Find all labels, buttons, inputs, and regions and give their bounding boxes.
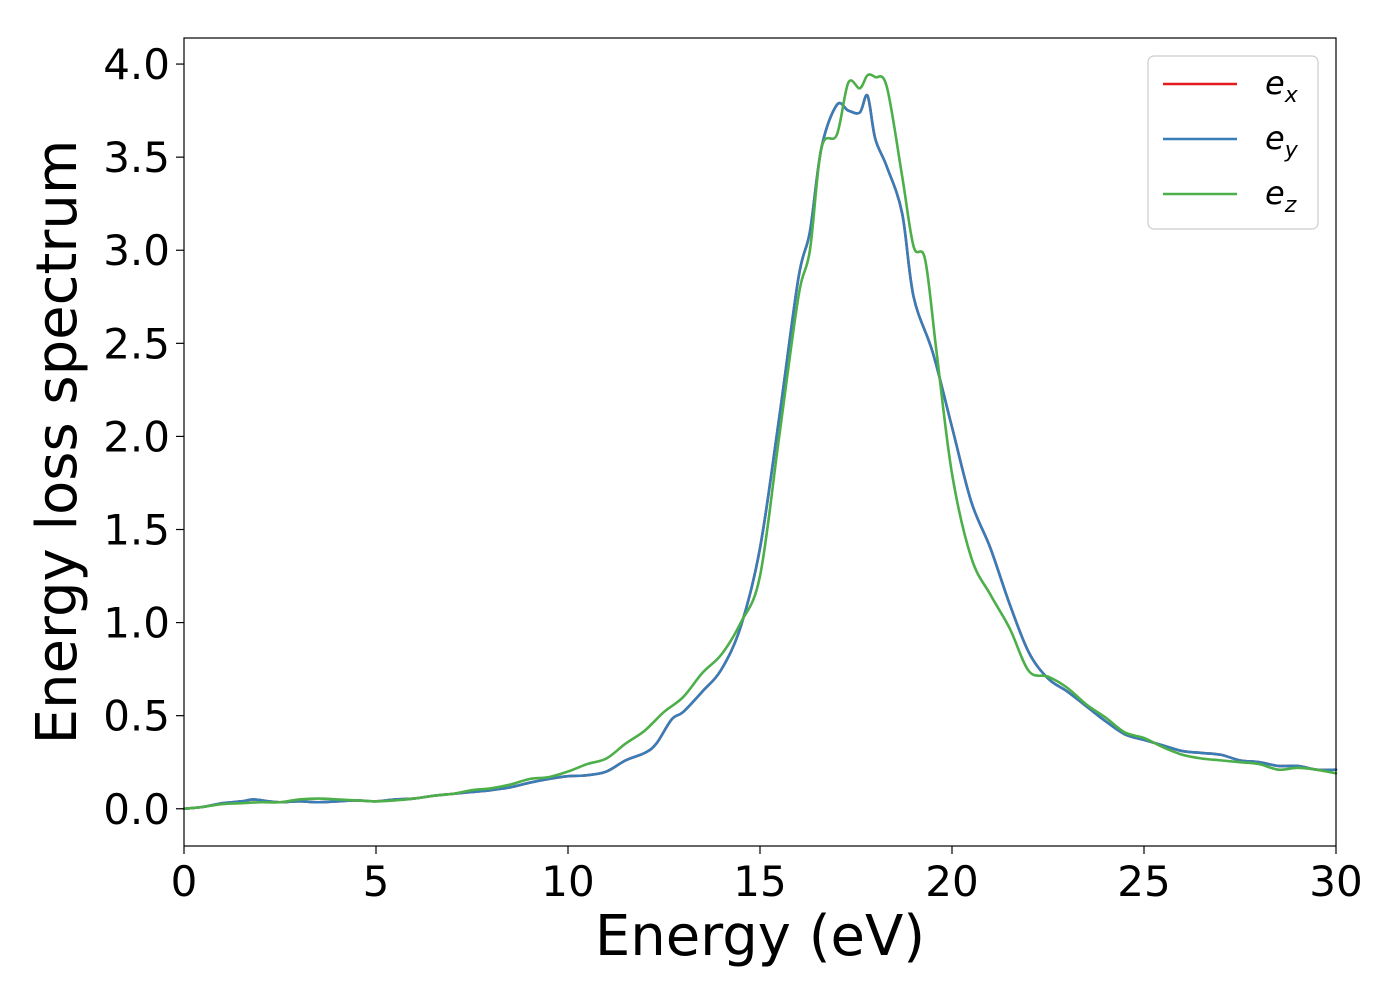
legend-box [1147, 55, 1319, 230]
x-tick-label: 10 [541, 857, 594, 906]
legend-entries: ex ey ez [1163, 64, 1299, 218]
y-tick-label: 0.0 [103, 785, 170, 834]
legend-label-x: ex [1265, 64, 1299, 108]
legend-label-y: ey [1265, 119, 1299, 163]
y-tick-label: 3.5 [103, 133, 170, 182]
x-tick-label: 15 [733, 857, 786, 906]
x-tick-label: 20 [925, 857, 978, 906]
series-line-z [182, 73, 1338, 811]
y-tick-label: 2.0 [103, 412, 170, 461]
legend-label-z: ez [1265, 174, 1297, 218]
y-tick-label: 1.5 [103, 506, 170, 555]
y-axis-title: Energy loss spectrum [25, 140, 90, 745]
y-tick-label: 1.0 [103, 599, 170, 648]
x-tick-label: 0 [171, 857, 198, 906]
x-axis-ticks: 0 5 10 15 20 25 30 [171, 846, 1363, 906]
legend: ex ey ez [1147, 55, 1319, 230]
y-tick-label: 0.5 [103, 692, 170, 741]
y-tick-label: 2.5 [103, 319, 170, 368]
plot-lines [182, 73, 1338, 811]
y-tick-label: 4.0 [103, 40, 170, 89]
x-tick-label: 5 [363, 857, 390, 906]
x-axis-title: Energy (eV) [595, 904, 925, 969]
y-axis-ticks: 0.0 0.5 1.0 1.5 2.0 2.5 3.0 3.5 4.0 [103, 40, 184, 834]
x-tick-label: 25 [1117, 857, 1170, 906]
x-tick-label: 30 [1309, 857, 1362, 906]
y-tick-label: 3.0 [103, 226, 170, 275]
